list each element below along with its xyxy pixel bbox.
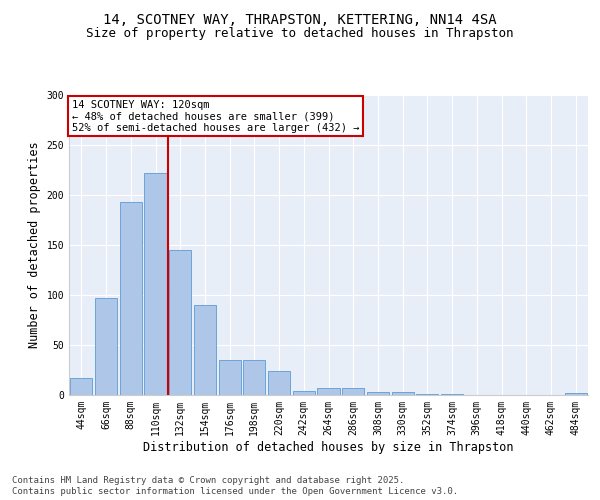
Bar	[268, 371, 290, 395]
Bar	[342, 388, 364, 395]
Bar	[317, 388, 340, 395]
Text: 14 SCOTNEY WAY: 120sqm
← 48% of detached houses are smaller (399)
52% of semi-de: 14 SCOTNEY WAY: 120sqm ← 48% of detached…	[71, 100, 359, 132]
Bar	[565, 393, 587, 395]
Bar	[218, 360, 241, 395]
Text: Size of property relative to detached houses in Thrapston: Size of property relative to detached ho…	[86, 28, 514, 40]
Bar	[392, 392, 414, 395]
Bar	[416, 394, 439, 395]
Bar	[367, 392, 389, 395]
Y-axis label: Number of detached properties: Number of detached properties	[28, 142, 41, 348]
Bar	[145, 173, 167, 395]
Bar	[243, 360, 265, 395]
Bar	[119, 202, 142, 395]
Text: 14, SCOTNEY WAY, THRAPSTON, KETTERING, NN14 4SA: 14, SCOTNEY WAY, THRAPSTON, KETTERING, N…	[103, 12, 497, 26]
Text: Contains public sector information licensed under the Open Government Licence v3: Contains public sector information licen…	[12, 488, 458, 496]
Bar	[70, 378, 92, 395]
Text: Contains HM Land Registry data © Crown copyright and database right 2025.: Contains HM Land Registry data © Crown c…	[12, 476, 404, 485]
Bar	[441, 394, 463, 395]
X-axis label: Distribution of detached houses by size in Thrapston: Distribution of detached houses by size …	[143, 440, 514, 454]
Bar	[293, 391, 315, 395]
Bar	[169, 250, 191, 395]
Bar	[95, 298, 117, 395]
Bar	[194, 305, 216, 395]
